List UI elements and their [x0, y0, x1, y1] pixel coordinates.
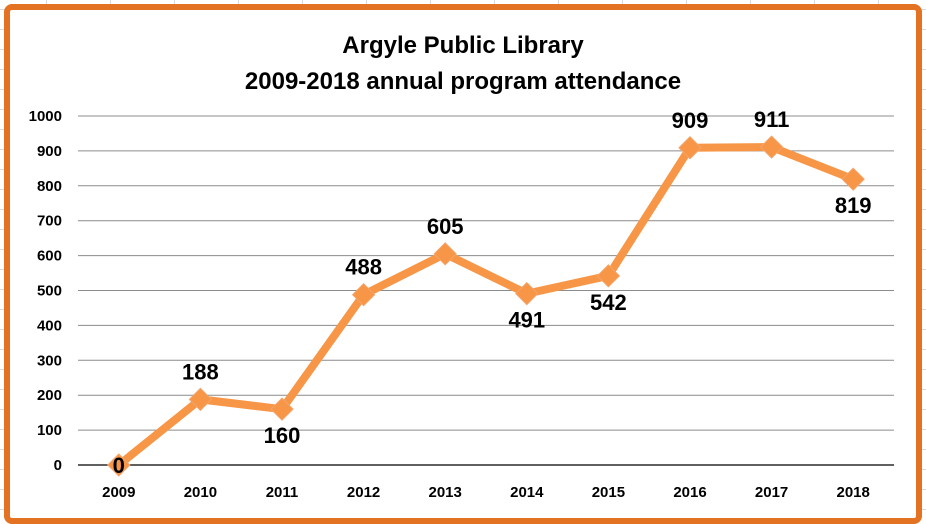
data-point-marker[interactable] — [596, 264, 621, 288]
data-label: 819 — [835, 193, 872, 218]
data-point-marker[interactable] — [515, 281, 539, 306]
data-point-marker[interactable] — [270, 397, 294, 421]
x-tick-label: 2014 — [510, 484, 544, 501]
data-point-marker[interactable] — [841, 167, 865, 191]
data-label: 188 — [182, 359, 219, 384]
y-tick-label: 0 — [54, 457, 62, 474]
data-label: 488 — [345, 255, 382, 280]
series-line — [114, 143, 858, 469]
data-point-marker[interactable] — [678, 136, 702, 160]
x-tick-label: 2018 — [837, 484, 870, 501]
y-tick-label: 700 — [37, 213, 62, 230]
chart-title: Argyle Public Library — [342, 32, 584, 59]
y-tick-label: 1000 — [29, 108, 62, 125]
y-tick-label: 200 — [37, 387, 62, 404]
x-tick-label: 2016 — [673, 484, 706, 501]
data-point-marker[interactable] — [351, 282, 376, 307]
data-point-marker[interactable] — [433, 242, 457, 266]
data-label: 605 — [427, 214, 464, 239]
data-label: 491 — [508, 308, 545, 333]
x-tick-label: 2011 — [266, 484, 299, 501]
data-label: 542 — [590, 290, 627, 315]
data-label: 909 — [672, 108, 709, 133]
x-tick-label: 2010 — [184, 484, 217, 501]
data-label: 0 — [113, 453, 125, 478]
data-point-marker[interactable] — [188, 387, 213, 412]
y-tick-label: 500 — [37, 283, 62, 300]
y-tick-label: 900 — [37, 143, 62, 160]
y-tick-label: 800 — [37, 178, 62, 195]
x-tick-label: 2015 — [592, 484, 625, 501]
chart-subtitle: 2009-2018 annual program attendance — [244, 68, 682, 95]
y-tick-label: 300 — [37, 352, 62, 369]
x-tick-label: 2017 — [755, 484, 788, 501]
x-tick-label: 2009 — [102, 484, 135, 501]
chart-title-block: Argyle Public Library 2009-2018 annual p… — [0, 28, 926, 100]
data-point-marker[interactable] — [759, 135, 784, 159]
data-label: 160 — [264, 423, 301, 448]
x-tick-label: 2012 — [347, 484, 380, 501]
x-tick-label: 2013 — [429, 484, 462, 501]
y-tick-label: 100 — [37, 422, 62, 439]
y-tick-label: 400 — [37, 317, 62, 334]
data-label: 911 — [754, 107, 790, 132]
y-tick-label: 600 — [37, 248, 62, 265]
data-point-marker[interactable] — [107, 453, 131, 477]
